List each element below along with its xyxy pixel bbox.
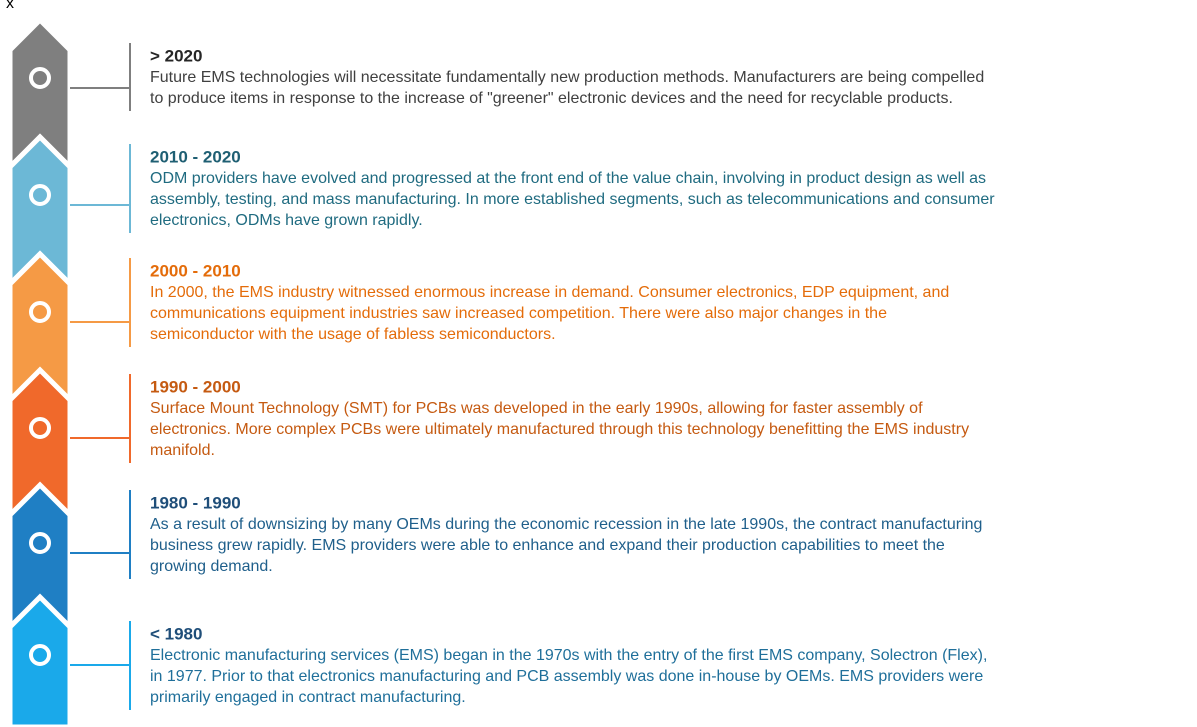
item-text: manifold. xyxy=(150,442,215,459)
item-text: business grew rapidly. EMS providers wer… xyxy=(150,537,945,554)
item-title: < 1980 xyxy=(150,624,202,643)
item-title: > 2020 xyxy=(150,46,202,65)
item-text: to produce items in response to the incr… xyxy=(150,90,953,107)
item-text: Electronic manufacturing services (EMS) … xyxy=(150,647,987,664)
item-text: Future EMS technologies will necessitate… xyxy=(150,69,984,86)
node-circle xyxy=(29,644,51,666)
corner-text: x xyxy=(6,0,14,12)
item-text: growing demand. xyxy=(150,558,273,575)
item-title: 1990 - 2000 xyxy=(150,377,241,396)
item-text: Surface Mount Technology (SMT) for PCBs … xyxy=(150,400,923,417)
node-circle xyxy=(29,184,51,206)
node-circle xyxy=(29,532,51,554)
item-text: electronics. More complex PCBs were ulti… xyxy=(150,421,969,438)
item-text: ODM providers have evolved and progresse… xyxy=(150,170,986,187)
item-title: 2010 - 2020 xyxy=(150,147,241,166)
node-circle xyxy=(29,301,51,323)
item-text: in 1977. Prior to that electronics manuf… xyxy=(150,668,983,685)
item-text: In 2000, the EMS industry witnessed enor… xyxy=(150,284,949,301)
item-text: As a result of downsizing by many OEMs d… xyxy=(150,516,982,533)
node-circle xyxy=(29,67,51,89)
item-title: 1980 - 1990 xyxy=(150,493,241,512)
node-circle xyxy=(29,417,51,439)
item-text: primarily engaged in contract manufactur… xyxy=(150,689,466,706)
item-text: assembly, testing, and mass manufacturin… xyxy=(150,191,995,208)
item-text: electronics, ODMs have grown rapidly. xyxy=(150,212,423,229)
item-text: semiconductor with the usage of fabless … xyxy=(150,326,556,343)
item-text: communications equipment industries saw … xyxy=(150,305,887,322)
item-title: 2000 - 2010 xyxy=(150,261,241,280)
